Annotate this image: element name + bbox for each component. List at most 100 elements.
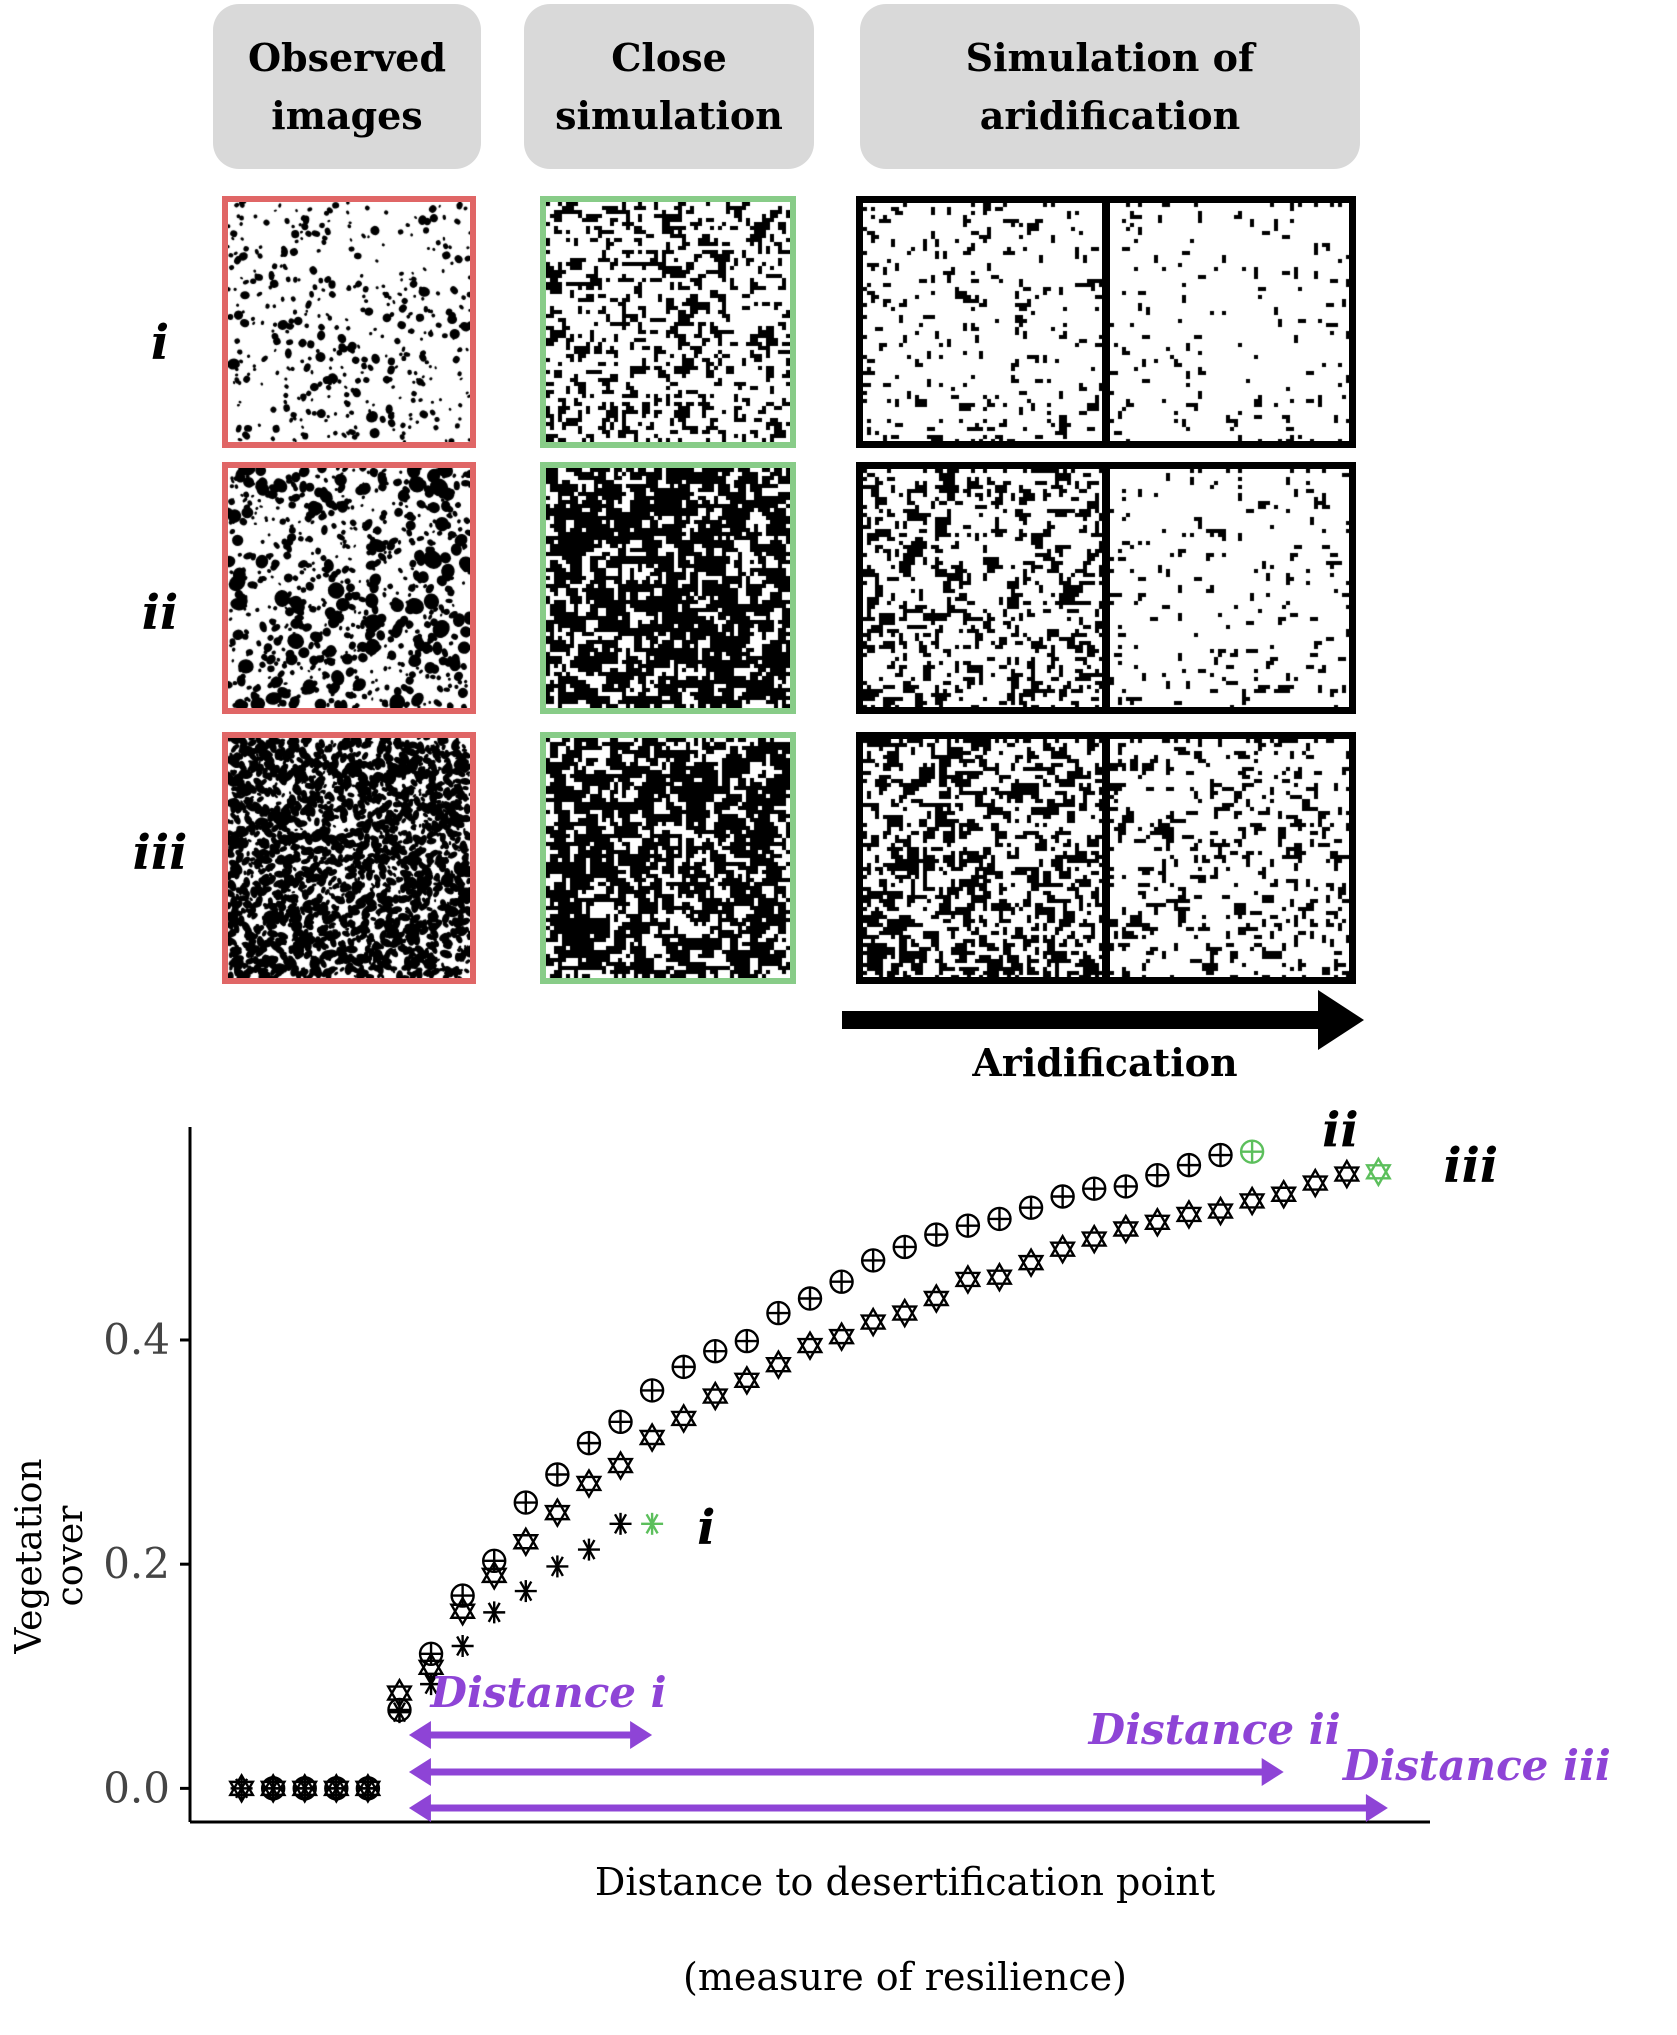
data-point [292,1776,317,1801]
asterisk-stroke [582,1539,596,1560]
star-triangle-down [891,1305,919,1329]
star-triangle-up [1270,1178,1298,1202]
x-axis-label: Distance to desertification point [594,1860,1216,1904]
data-point [829,1269,854,1294]
star-triangle-up [386,1677,413,1701]
circle-plus-ring [1239,1139,1265,1164]
asterisk-stroke [582,1539,596,1560]
star-triangle-down [954,1271,982,1295]
asterisk-stroke [613,1513,628,1534]
data-point [1175,1199,1203,1230]
data-point [544,1497,571,1529]
data-point [638,1422,666,1453]
data-point [797,1286,823,1311]
data-point [608,1409,633,1435]
star-triangle-up [1333,1158,1361,1182]
data-point [1208,1142,1233,1168]
data-point [892,1234,917,1260]
star-triangle-down [1301,1175,1329,1199]
y-tick-label: 0.4 [103,1315,170,1364]
data-point [765,1349,792,1381]
asterisk-stroke [266,1778,280,1799]
circle-plus-ring [797,1286,823,1311]
data-point [609,1512,632,1535]
data-point [641,1512,664,1535]
star-triangle-up [1049,1233,1076,1257]
star-triangle-up [859,1306,887,1330]
circle-plus-ring [1145,1163,1170,1188]
asterisk-stroke [456,1635,470,1657]
star-triangle-down [1049,1241,1076,1265]
star-triangle-up [828,1321,855,1345]
data-point [1018,1195,1044,1220]
data-point [891,1297,919,1329]
circle-plus-ring [418,1641,444,1667]
star-triangle-up [922,1283,950,1307]
star-triangle-up [954,1264,982,1288]
data-point [828,1321,855,1353]
data-point [545,1462,570,1487]
asterisk-stroke [392,1702,407,1723]
circle-plus-ring [576,1430,602,1456]
asterisk-stroke [487,1602,501,1623]
circle-plus-ring [450,1583,475,1608]
data-point [355,1776,381,1801]
star-triangle-down [480,1567,508,1591]
data-point [703,1338,728,1364]
data-point [1082,1176,1107,1201]
data-point [734,1328,760,1354]
distance-arrow-1: Distance i [408,1668,667,1749]
data-point [449,1595,476,1627]
asterisk-stroke [424,1673,438,1695]
circle-plus-ring [829,1269,854,1294]
circle-plus-ring [1208,1142,1233,1168]
star-triangle-up [670,1403,698,1427]
data-point [922,1283,950,1314]
star-triangle-down [701,1388,729,1412]
distance-arrow-2: Distance ii [408,1705,1341,1786]
data-point [986,1261,1013,1293]
star-triangle-up [891,1297,919,1321]
aridification-sim-ii-late [1106,462,1356,714]
star-triangle-up [259,1772,287,1797]
asterisk-stroke [487,1602,501,1623]
circle-plus-ring [924,1222,949,1247]
star-triangle-up [638,1422,666,1446]
data-point [262,1777,285,1800]
star-triangle-down [765,1356,792,1381]
data-point [1145,1163,1170,1188]
data-point [1050,1184,1075,1209]
aridification-sim-ii-early-pattern [863,469,1102,707]
asterisk-stroke [550,1556,564,1577]
star-triangle-down [733,1372,761,1396]
aridification-sim-iii-late-pattern [1110,739,1349,977]
circle-plus-ring [355,1776,381,1801]
star-triangle-up [480,1559,508,1584]
data-point [291,1772,319,1804]
data-point [480,1559,508,1591]
data-point [228,1772,255,1804]
asterisk-stroke [329,1778,343,1799]
star-triangle-up [1365,1156,1392,1180]
circle-plus-ring [513,1490,538,1515]
star-triangle-up [417,1651,445,1676]
star-triangle-up [607,1450,634,1474]
star-triangle-up [765,1349,792,1373]
star-triangle-down [512,1534,540,1558]
header-close-simulation: Close simulation [524,4,814,169]
star-triangle-up [354,1772,382,1797]
data-point [512,1526,540,1558]
close-simulation-iii-pattern [546,738,790,978]
data-point [575,1468,603,1499]
distance-arrow-head-right [1365,1794,1388,1822]
asterisk-stroke [392,1702,407,1723]
star-triangle-down [575,1475,603,1499]
observed-image-ii-pattern [228,468,470,708]
star-triangle-up [1301,1167,1329,1191]
data-point [259,1772,287,1804]
star-triangle-up [701,1380,729,1404]
asterisk-stroke [613,1513,628,1534]
data-point [325,1777,348,1800]
